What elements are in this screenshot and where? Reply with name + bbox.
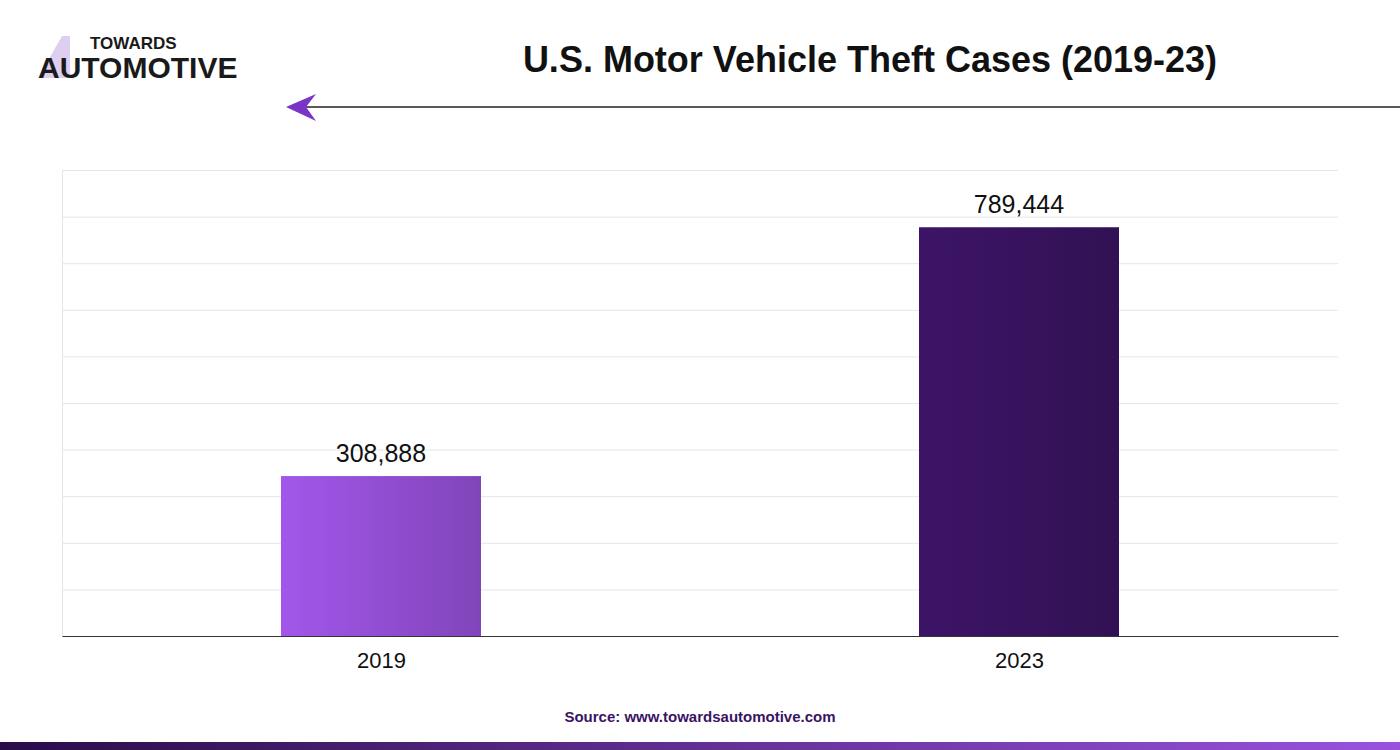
grid-line xyxy=(62,310,1338,311)
footer-strip xyxy=(0,742,1400,750)
y-tick xyxy=(62,310,1338,311)
data-label: 308,888 xyxy=(336,439,426,467)
grid-line xyxy=(62,496,1338,497)
x-tick-label: 2023 xyxy=(995,648,1044,673)
x-tick: 2023 xyxy=(995,636,1044,673)
y-tick xyxy=(62,636,1338,637)
grid-line xyxy=(62,356,1338,357)
grid-line xyxy=(62,543,1338,544)
y-tick xyxy=(62,496,1338,497)
y-tick xyxy=(62,170,1338,171)
bar xyxy=(281,476,481,636)
grid-line xyxy=(62,403,1338,404)
y-tick xyxy=(62,403,1338,404)
bars xyxy=(281,227,1119,636)
x-axis-line xyxy=(63,636,1339,637)
grid-line xyxy=(62,450,1338,451)
y-tick xyxy=(62,450,1338,451)
data-label: 789,444 xyxy=(974,190,1064,218)
title: U.S. Motor Vehicle Theft Cases (2019-23) xyxy=(523,39,1217,80)
grid-line xyxy=(62,217,1338,218)
y-tick xyxy=(62,356,1338,357)
y-tick xyxy=(62,543,1338,544)
x-axis: 2019 2023 xyxy=(63,636,1339,673)
grid-line xyxy=(62,589,1338,590)
header-arrow xyxy=(286,94,316,121)
chart: TOWARDSAUTOMOTIVEU.S. Motor Vehicle Thef… xyxy=(0,0,1400,750)
x-tick-label: 2019 xyxy=(357,648,406,673)
grid-line xyxy=(62,636,1338,637)
grid-line xyxy=(62,170,1338,171)
y-axis xyxy=(62,171,1338,637)
y-tick xyxy=(62,217,1338,218)
y-tick xyxy=(62,589,1338,590)
header-rule xyxy=(300,106,1400,108)
bar xyxy=(919,227,1119,636)
data-labels: 308,888 789,444 xyxy=(336,190,1064,467)
y-tick xyxy=(62,263,1338,264)
source: Source: www.towardsautomotive.com xyxy=(564,708,835,725)
grid-line xyxy=(62,263,1338,264)
logo-bottom: AUTOMOTIVE xyxy=(38,51,237,84)
x-tick: 2019 xyxy=(357,636,406,673)
